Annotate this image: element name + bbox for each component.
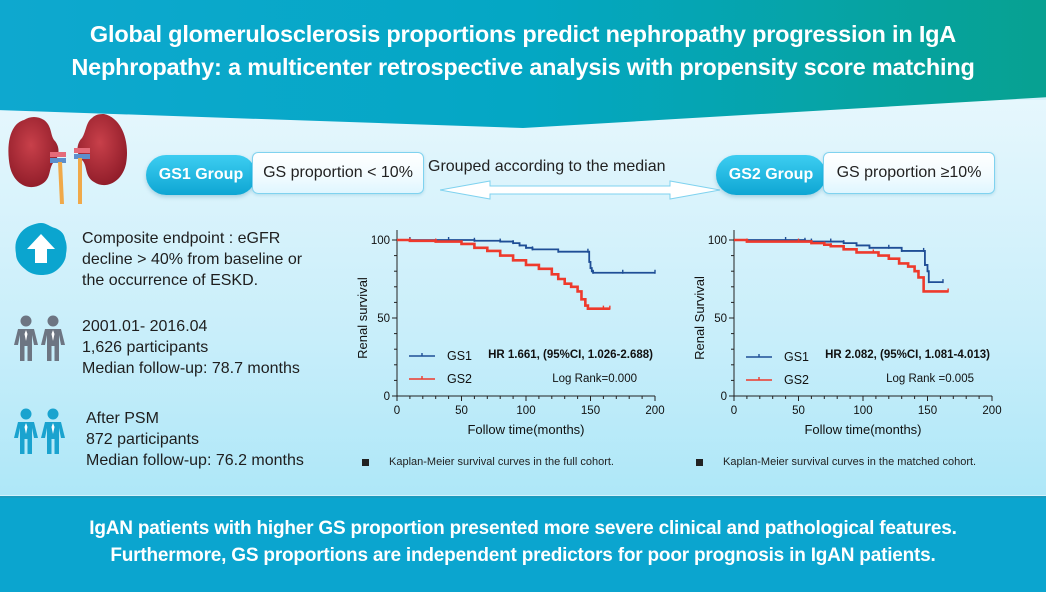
bullet-icon [696, 458, 703, 466]
page-title: Global glomerulosclerosis proportions pr… [0, 18, 1046, 84]
x-tick-label: 200 [645, 405, 664, 417]
full-cohort-participants: 1,626 participants [82, 339, 209, 356]
log-rank-annotation: Log Rank=0.000 [552, 373, 637, 385]
participants-blue-icon [14, 408, 65, 454]
double-arrow-icon [440, 180, 720, 200]
bullet-icon [362, 458, 369, 466]
x-tick-label: 100 [853, 405, 872, 417]
y-axis-label: Renal Survival [692, 276, 707, 360]
full-cohort-text: 2001.01- 2016.04 1,626 participants Medi… [82, 316, 300, 379]
legend-label-gs2: GS2 [447, 372, 472, 386]
full-cohort-followup: Median follow-up: 78.7 months [82, 360, 300, 377]
km-chart-matched-cohort: 0 50 100 150 200 0 50 100 Follow time(months) Ren… [692, 230, 1002, 437]
y-tick-label: 0 [721, 391, 727, 403]
x-tick-label: 200 [982, 405, 1001, 417]
matched-cohort-participants: 872 participants [86, 431, 199, 448]
endpoint-line-1: Composite endpoint : eGFR [82, 230, 281, 247]
gs1-group-badge: GS1 Group [146, 155, 256, 195]
full-cohort-period: 2001.01- 2016.04 [82, 318, 208, 335]
log-rank-annotation: Log Rank =0.005 [886, 373, 974, 385]
caption-matched-text: Kaplan-Meier survival curves in the matc… [723, 456, 977, 468]
x-axis-label: Follow time(months) [804, 422, 921, 437]
x-tick-label: 100 [516, 405, 535, 417]
x-axis-label: Follow time(months) [467, 422, 584, 437]
x-tick-label: 0 [731, 405, 737, 417]
matched-cohort-followup: Median follow-up: 76.2 months [86, 452, 304, 469]
conclusion-line-1: IgAN patients with higher GS proportion … [89, 518, 957, 539]
endpoint-line-3: the occurrence of ESKD. [82, 272, 259, 289]
kidney-icon [8, 114, 128, 204]
x-tick-label: 0 [394, 405, 400, 417]
caption-full-text: Kaplan-Meier survival curves in the full… [389, 456, 614, 468]
y-axis-label: Renal survival [355, 277, 370, 359]
conclusion-line-2: Furthermore, GS proportions are independ… [110, 545, 936, 566]
y-tick-label: 50 [714, 313, 727, 325]
y-tick-label: 100 [708, 235, 727, 247]
gs1-criterion-box: GS proportion < 10% [252, 152, 424, 194]
endpoint-text: Composite endpoint : eGFR decline > 40% … [82, 228, 302, 291]
matched-cohort-title: After PSM [86, 410, 159, 427]
hazard-ratio-annotation: HR 2.082, (95%CI, 1.081-4.013) [825, 349, 990, 361]
conclusion-text: IgAN patients with higher GS proportion … [0, 515, 1046, 569]
footer-banner: IgAN patients with higher GS proportion … [0, 496, 1046, 592]
y-tick-label: 50 [377, 313, 390, 325]
y-tick-label: 100 [371, 235, 390, 247]
km-chart-full-cohort: 0 50 100 150 200 0 50 100 Follow time(months) Ren… [355, 230, 665, 437]
legend-label-gs2: GS2 [784, 373, 809, 387]
title-line-2: Nephropathy: a multicenter retrospective… [71, 54, 975, 80]
endpoint-line-2: decline > 40% from baseline or [82, 251, 303, 268]
x-tick-label: 150 [918, 405, 937, 417]
series-line-gs2 [734, 238, 949, 293]
header-banner [0, 0, 1046, 128]
series-line-gs2 [397, 238, 610, 310]
legend-label-gs1: GS1 [784, 350, 809, 364]
hazard-ratio-annotation: HR 1.661, (95%CI, 1.026-2.688) [488, 349, 653, 361]
participants-gray-icon [14, 315, 65, 361]
gs2-group-badge: GS2 Group [716, 155, 826, 195]
grouping-note: Grouped according to the median [428, 158, 666, 175]
caption-full-cohort: Kaplan-Meier survival curves in the full… [362, 456, 614, 468]
x-tick-label: 150 [581, 405, 600, 417]
x-tick-label: 50 [792, 405, 805, 417]
matched-cohort-text: After PSM 872 participants Median follow… [86, 408, 304, 471]
up-arrow-badge-icon [15, 223, 67, 275]
caption-matched-cohort: Kaplan-Meier survival curves in the matc… [696, 456, 976, 468]
y-tick-label: 0 [384, 391, 390, 403]
x-tick-label: 50 [455, 405, 468, 417]
gs2-criterion-box: GS proportion ≥10% [823, 152, 995, 194]
legend-label-gs1: GS1 [447, 349, 472, 363]
title-line-1: Global glomerulosclerosis proportions pr… [89, 21, 957, 47]
